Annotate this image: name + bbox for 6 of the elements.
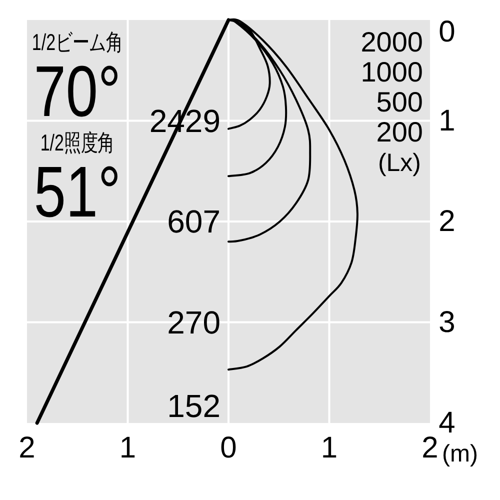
legend-title: (Lx) <box>378 149 421 177</box>
annotation: 270 <box>167 304 220 340</box>
annotation: 1/2ビーム角 <box>32 30 123 56</box>
xlabel: (m) <box>442 440 478 468</box>
annotation: 607 <box>167 204 220 240</box>
annotation: 152 <box>167 388 220 424</box>
